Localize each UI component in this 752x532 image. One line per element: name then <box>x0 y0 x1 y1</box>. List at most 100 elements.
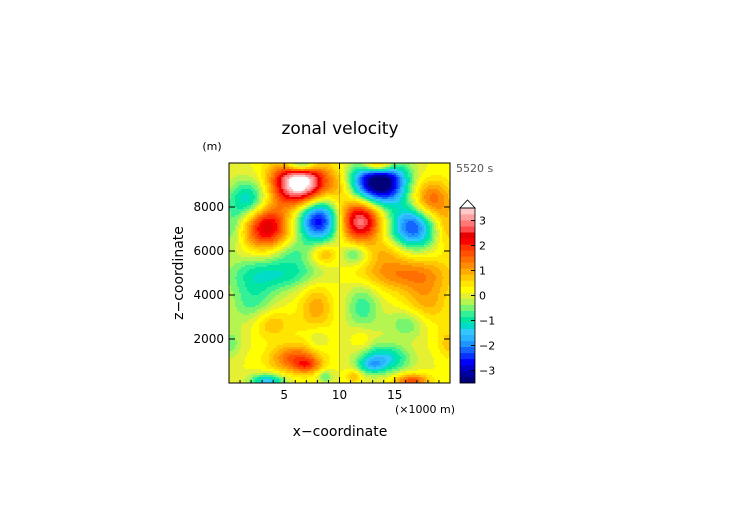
heatmap-cell <box>321 185 324 188</box>
heatmap-cell <box>229 197 232 200</box>
heatmap-cell <box>447 231 451 234</box>
heatmap-cell <box>343 173 346 176</box>
heatmap-cell <box>339 199 342 202</box>
heatmap-cell <box>289 199 292 202</box>
heatmap-cell <box>375 207 378 210</box>
heatmap-cell <box>291 229 294 232</box>
heatmap-cell <box>267 183 270 186</box>
heatmap-cell <box>303 165 306 168</box>
heatmap-cell <box>359 245 362 248</box>
heatmap-cell <box>229 193 232 196</box>
heatmap-cell <box>417 201 421 204</box>
heatmap-cell <box>289 251 292 254</box>
heatmap-cell <box>429 187 433 190</box>
heatmap-cell <box>273 221 276 224</box>
heatmap-cell <box>351 179 354 182</box>
heatmap-cell <box>279 243 282 246</box>
heatmap-cell <box>393 211 397 214</box>
heatmap-cell <box>239 183 242 186</box>
heatmap-cell <box>277 189 280 192</box>
heatmap-cell <box>279 197 282 200</box>
heatmap-cell <box>249 207 252 210</box>
heatmap-cell <box>251 181 254 184</box>
heatmap-cell <box>385 249 389 252</box>
heatmap-cell <box>399 247 403 250</box>
heatmap-cell <box>375 241 378 244</box>
heatmap-cell <box>349 225 352 228</box>
heatmap-cell <box>279 235 282 238</box>
heatmap-cell <box>297 181 300 184</box>
heatmap-cell <box>441 197 445 200</box>
heatmap-cell <box>285 195 288 198</box>
heatmap-cell <box>291 241 294 244</box>
heatmap-cell <box>345 245 348 248</box>
heatmap-cell <box>359 223 362 226</box>
heatmap-cell <box>359 181 362 184</box>
heatmap-cell <box>233 193 236 196</box>
heatmap-cell <box>383 187 387 190</box>
heatmap-cell <box>359 185 362 188</box>
heatmap-cell <box>433 169 437 172</box>
heatmap-cell <box>251 187 254 190</box>
heatmap-cell <box>395 219 399 222</box>
heatmap-cell <box>349 247 352 250</box>
heatmap-cell <box>287 191 290 194</box>
heatmap-cell <box>429 221 433 224</box>
heatmap-cell <box>393 199 397 202</box>
heatmap-cell <box>275 193 278 196</box>
heatmap-cell <box>293 203 296 206</box>
heatmap-cell <box>397 225 401 228</box>
heatmap-cell <box>291 235 294 238</box>
heatmap-cell <box>393 245 397 248</box>
heatmap-cell <box>445 247 449 250</box>
heatmap-cell <box>369 219 372 222</box>
heatmap-cell <box>383 217 387 220</box>
heatmap-cell <box>257 201 260 204</box>
heatmap-cell <box>319 189 322 192</box>
heatmap-cell <box>255 189 258 192</box>
heatmap-cell <box>441 213 445 216</box>
heatmap-cell <box>381 199 384 202</box>
heatmap-cell <box>329 235 332 238</box>
heatmap-cell <box>397 251 401 254</box>
heatmap-cell <box>385 163 389 166</box>
heatmap-cell <box>377 175 380 178</box>
heatmap-cell <box>299 167 302 170</box>
heatmap-cell <box>387 235 391 238</box>
heatmap-cell <box>387 229 391 232</box>
heatmap-cell <box>283 219 286 222</box>
heatmap-cell <box>239 167 242 170</box>
heatmap-cell <box>365 209 368 212</box>
heatmap-cell <box>337 187 340 190</box>
heatmap-cell <box>315 181 318 184</box>
heatmap-cell <box>309 179 312 182</box>
heatmap-cell <box>267 199 270 202</box>
heatmap-cell <box>393 195 397 198</box>
heatmap-cell <box>339 239 342 242</box>
heatmap-cell <box>407 243 411 246</box>
heatmap-cell <box>285 213 288 216</box>
heatmap-cell <box>255 201 258 204</box>
heatmap-cell <box>337 209 340 212</box>
heatmap-cell <box>359 187 362 190</box>
heatmap-cell <box>337 221 340 224</box>
heatmap-cell <box>399 183 403 186</box>
heatmap-cell <box>417 243 421 246</box>
heatmap-cell <box>391 169 395 172</box>
heatmap-cell <box>365 243 368 246</box>
heatmap-cell <box>373 223 376 226</box>
heatmap-cell <box>367 217 370 220</box>
heatmap-cell <box>383 227 387 230</box>
heatmap-cell <box>377 251 380 254</box>
heatmap-cell <box>391 175 395 178</box>
heatmap-cell <box>349 165 352 168</box>
heatmap-cell <box>265 177 268 180</box>
heatmap-cell <box>283 189 286 192</box>
heatmap-cell <box>405 171 409 174</box>
heatmap-cell <box>441 193 445 196</box>
heatmap-cell <box>323 243 326 246</box>
heatmap-cell <box>247 187 250 190</box>
heatmap-cell <box>335 203 338 206</box>
heatmap-cell <box>251 243 254 246</box>
heatmap-cell <box>253 231 256 234</box>
